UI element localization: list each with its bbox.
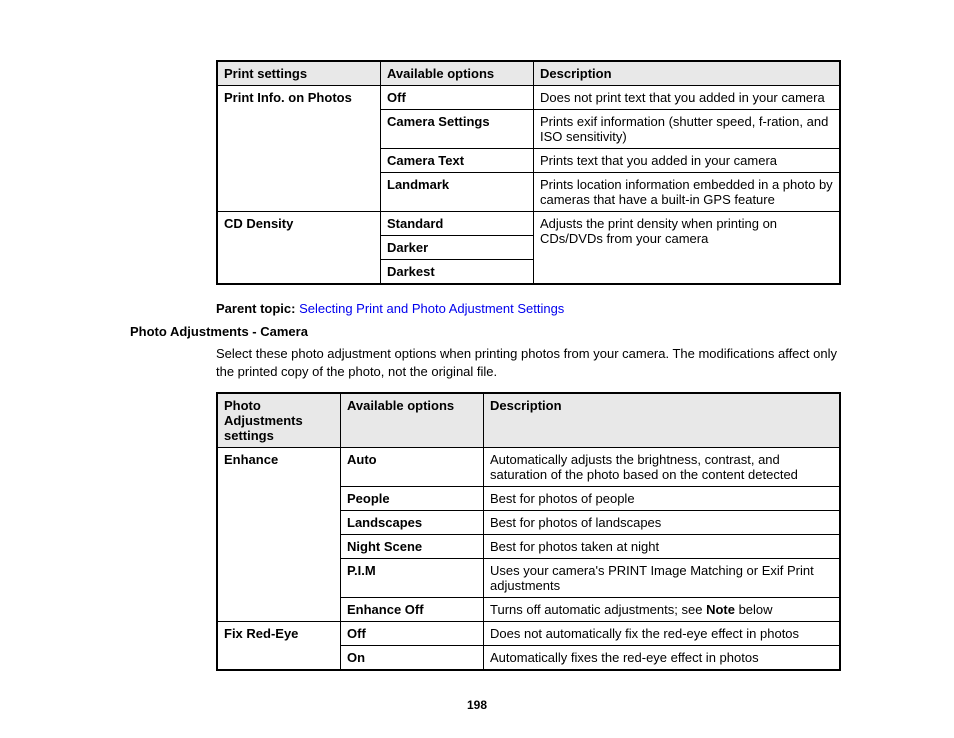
option-cell: Enhance Off <box>341 598 484 622</box>
option-cell: Night Scene <box>341 535 484 559</box>
option-cell: Off <box>341 622 484 646</box>
option-cell: Landmark <box>381 173 534 212</box>
intro-paragraph: Select these photo adjustment options wh… <box>216 345 844 380</box>
table-row: Fix Red-Eye Off Does not automatically f… <box>217 622 840 646</box>
t2-header-description: Description <box>484 393 841 448</box>
desc-cell: Adjusts the print density when printing … <box>534 212 841 285</box>
desc-cell: Best for photos of people <box>484 487 841 511</box>
t2-header-options: Available options <box>341 393 484 448</box>
print-settings-table: Print settings Available options Descrip… <box>216 60 841 285</box>
option-cell: People <box>341 487 484 511</box>
option-cell: Auto <box>341 448 484 487</box>
t1-header-settings: Print settings <box>217 61 381 86</box>
option-cell: Darker <box>381 236 534 260</box>
option-cell: On <box>341 646 484 671</box>
option-cell: Landscapes <box>341 511 484 535</box>
option-cell: Darkest <box>381 260 534 285</box>
setting-cell: CD Density <box>217 212 381 285</box>
desc-cell: Prints location information embedded in … <box>534 173 841 212</box>
desc-cell: Prints exif information (shutter speed, … <box>534 110 841 149</box>
table-row: Print Info. on Photos Off Does not print… <box>217 86 840 110</box>
desc-cell: Turns off automatic adjustments; see Not… <box>484 598 841 622</box>
desc-cell: Does not print text that you added in yo… <box>534 86 841 110</box>
option-cell: Camera Text <box>381 149 534 173</box>
desc-cell: Does not automatically fix the red-eye e… <box>484 622 841 646</box>
option-cell: Camera Settings <box>381 110 534 149</box>
desc-cell: Automatically adjusts the brightness, co… <box>484 448 841 487</box>
setting-cell: Print Info. on Photos <box>217 86 381 212</box>
desc-pre: Turns off automatic adjustments; see <box>490 602 706 617</box>
photo-adjustments-table: Photo Adjustments settings Available opt… <box>216 392 841 671</box>
setting-cell: Fix Red-Eye <box>217 622 341 671</box>
setting-cell: Enhance <box>217 448 341 622</box>
desc-cell: Best for photos taken at night <box>484 535 841 559</box>
section-heading: Photo Adjustments - Camera <box>130 324 844 339</box>
parent-topic-link[interactable]: Selecting Print and Photo Adjustment Set… <box>299 301 564 316</box>
option-cell: P.I.M <box>341 559 484 598</box>
desc-cell: Automatically fixes the red-eye effect i… <box>484 646 841 671</box>
t1-header-options: Available options <box>381 61 534 86</box>
table-row: Enhance Auto Automatically adjusts the b… <box>217 448 840 487</box>
parent-topic-line: Parent topic: Selecting Print and Photo … <box>216 301 844 316</box>
t1-header-description: Description <box>534 61 841 86</box>
desc-cell: Prints text that you added in your camer… <box>534 149 841 173</box>
option-cell: Off <box>381 86 534 110</box>
option-cell: Standard <box>381 212 534 236</box>
t2-header-settings: Photo Adjustments settings <box>217 393 341 448</box>
parent-topic-label: Parent topic: <box>216 301 295 316</box>
table-row: CD Density Standard Adjusts the print de… <box>217 212 840 236</box>
desc-cell: Best for photos of landscapes <box>484 511 841 535</box>
desc-cell: Uses your camera's PRINT Image Matching … <box>484 559 841 598</box>
desc-bold: Note <box>706 602 735 617</box>
desc-post: below <box>735 602 773 617</box>
page-number: 198 <box>0 698 954 712</box>
